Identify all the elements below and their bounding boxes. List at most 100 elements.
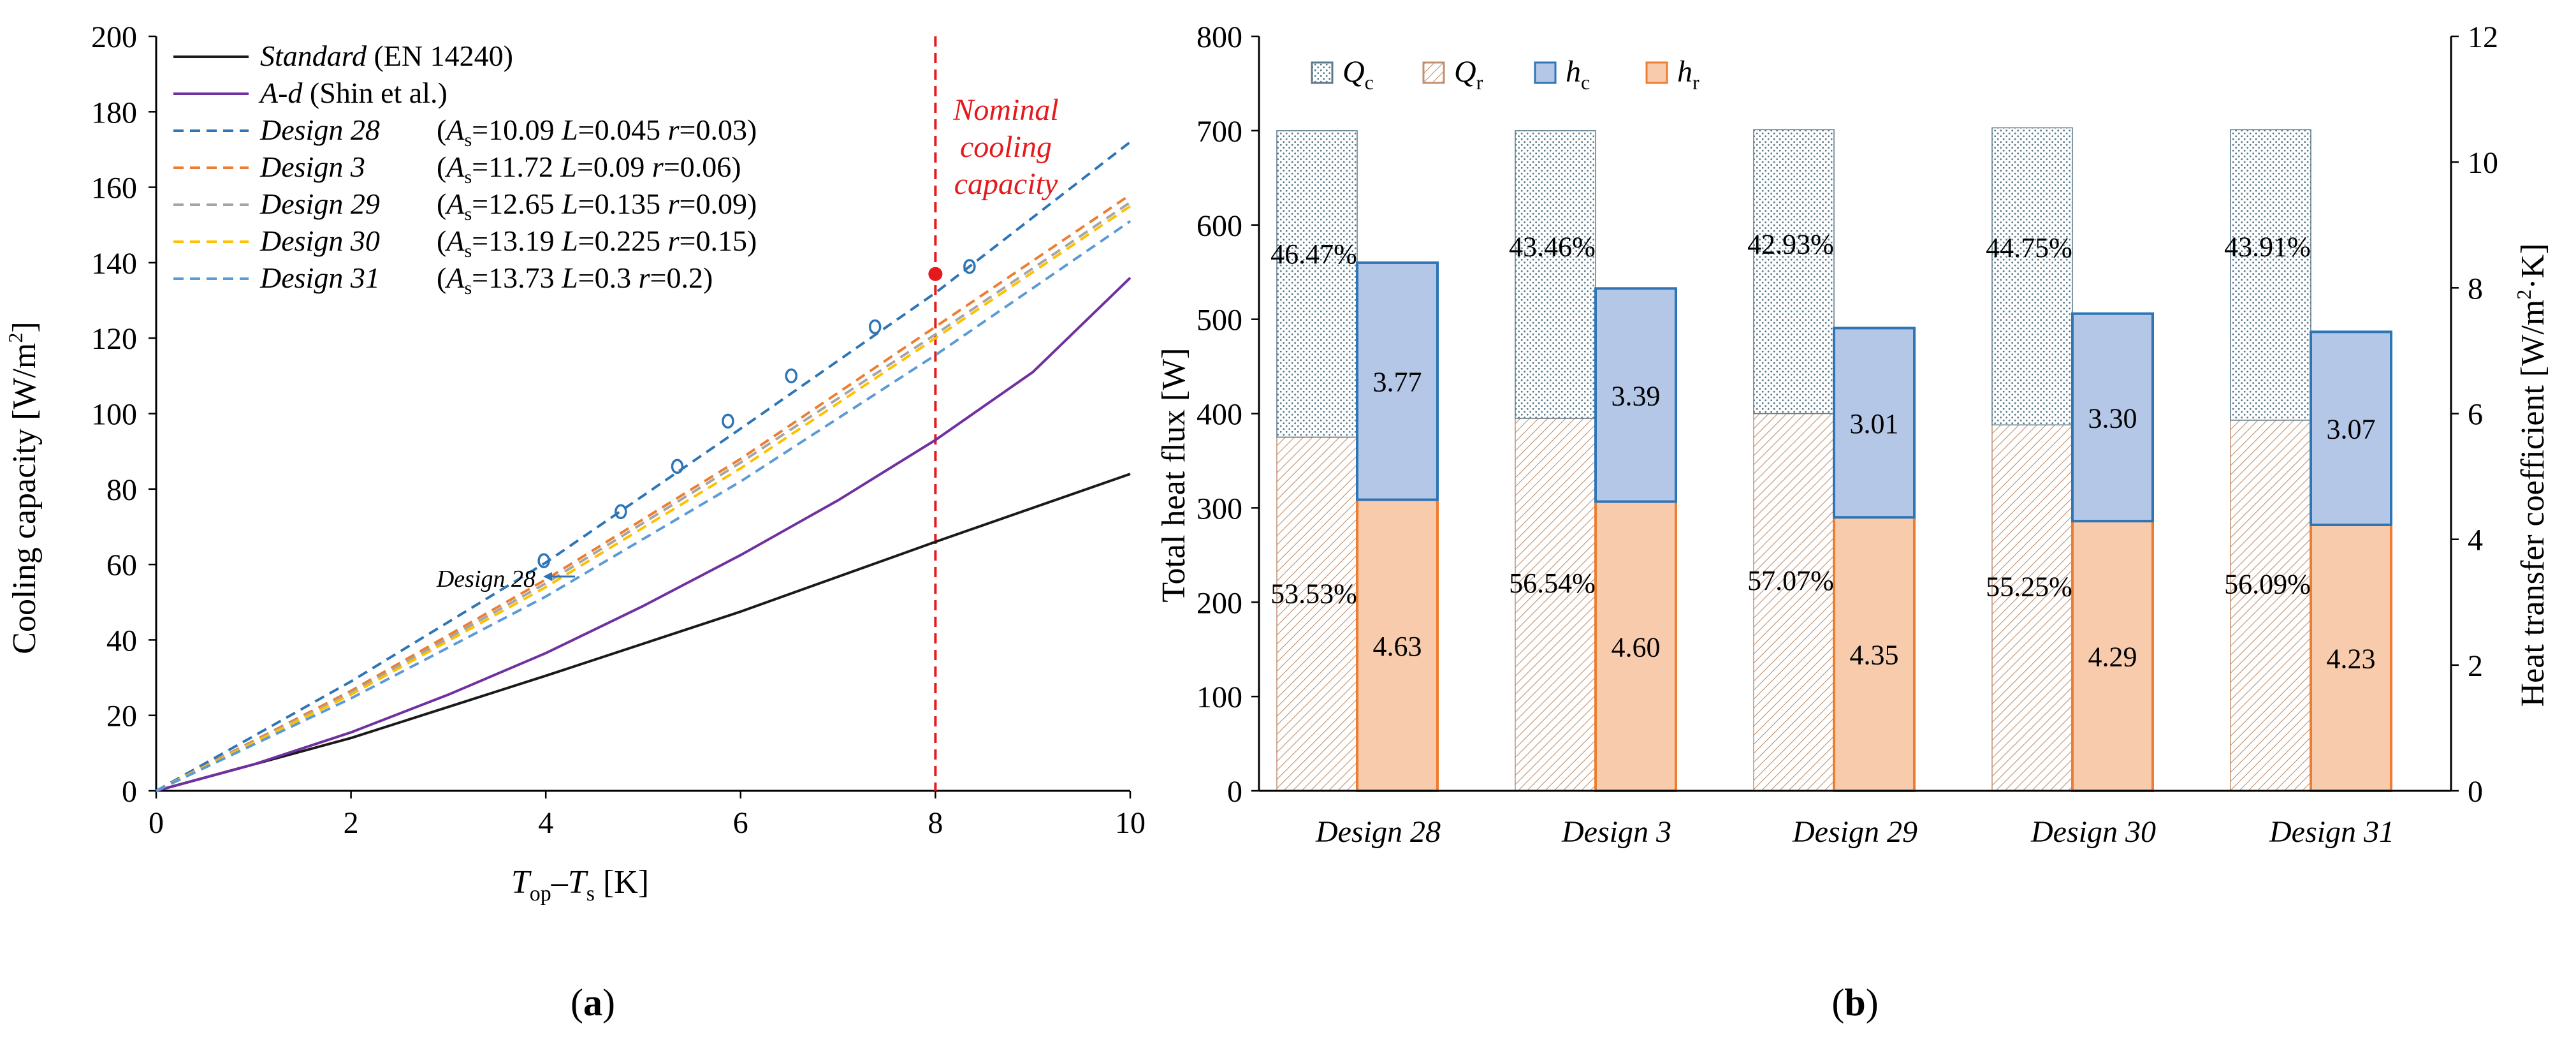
- bar-label-q-c: 46.47%: [1270, 239, 1357, 270]
- y2-tick-label-b: 6: [2468, 398, 2483, 432]
- y2-tick-label-b: 4: [2468, 524, 2483, 557]
- design-28-marker: [671, 459, 684, 474]
- y-tick-label-a: 120: [91, 322, 137, 356]
- y-tick-label-a: 0: [122, 775, 137, 809]
- x-tick-label-a: 2: [344, 806, 359, 840]
- legend-b: Qc Qr hc hr: [1311, 55, 1699, 94]
- y2-tick-label-b: 0: [2468, 775, 2483, 809]
- y2-tick-label-b: 12: [2468, 20, 2498, 54]
- legend-params-design-29: (As=12.65 L=0.135 r=0.09): [437, 188, 757, 224]
- legend-label-q-c: Qc: [1343, 55, 1374, 94]
- panel-label-a: (a): [571, 982, 615, 1024]
- bar-h-c: [2310, 330, 2392, 526]
- x-tick-label-a: 4: [538, 806, 553, 840]
- bar-q-r: [1991, 424, 2073, 791]
- y-tick-label-a: 60: [106, 548, 137, 582]
- panel-label-b: (b): [1831, 982, 1878, 1024]
- y-tick-label-b: 200: [1197, 586, 1242, 620]
- x-tick-label-a: 8: [928, 806, 943, 840]
- bar-label-q-r: 55.25%: [1986, 571, 2072, 603]
- y-tick-label-a: 140: [91, 247, 137, 281]
- y-tick-label-b: 500: [1197, 304, 1242, 337]
- bar-label-q-c: 44.75%: [1986, 232, 2072, 263]
- bar-q-c: [2230, 129, 2311, 421]
- series-line-design-29: [156, 201, 1132, 792]
- bar-label-h-r: 4.63: [1373, 631, 1422, 662]
- bar-h-c: [1356, 261, 1439, 501]
- y-tick-label-a: 180: [91, 96, 137, 129]
- y2-tick-label-b: 8: [2468, 272, 2483, 305]
- category-label-design-30: Design 30: [2030, 815, 2156, 849]
- design-28-marker: [868, 319, 882, 335]
- bar-label-q-r: 53.53%: [1270, 578, 1357, 609]
- category-labels-b: Design 28 Design 3 Design 29 Design 30 Desig…: [1315, 815, 2394, 849]
- y-tick-label-a: 80: [106, 473, 137, 507]
- y2-tick-label-b: 2: [2468, 649, 2483, 683]
- series-line-design-3: [156, 193, 1132, 792]
- series-group-a: [156, 141, 1132, 792]
- bar-label-q-r: 57.07%: [1747, 565, 1834, 596]
- y-axis-ticks-a: 0 20 40 60 80 100 120 140 160 180 200: [91, 20, 156, 809]
- series-line-design-28: [156, 141, 1132, 792]
- bar-label-h-r: 4.23: [2327, 643, 2376, 674]
- bar-h-r: [2310, 523, 2392, 792]
- design-28-marker: [785, 368, 798, 384]
- legend-label-design-29: Design 29: [259, 188, 380, 220]
- legend-params-design-28: (As=10.09 L=0.045 r=0.03): [437, 114, 757, 151]
- legend-label-a-d: A-d (Shin et al.): [258, 77, 448, 109]
- bar-label-h-c: 3.39: [1612, 380, 1661, 411]
- legend-label-h-c: hc: [1566, 55, 1590, 94]
- legend-swatch-h-r: [1645, 61, 1668, 84]
- y-axis-ticks-b: 0 100 200 300 400 500 600 700 800: [1197, 20, 1259, 809]
- legend-swatch-h-c: [1534, 61, 1557, 84]
- design-28-annotation-arrowhead: [543, 572, 552, 581]
- bar-q-c: [1753, 129, 1835, 415]
- legend-label-h-r: hr: [1677, 55, 1699, 94]
- legend-params-design-3: (As=11.72 L=0.09 r=0.06): [437, 151, 741, 188]
- bar-q-c: [1991, 127, 2073, 425]
- legend-label-design-28: Design 28: [259, 114, 380, 146]
- bar-label-q-c: 43.46%: [1509, 231, 1596, 262]
- nominal-point: [928, 267, 943, 281]
- y-axis-label-b: Total heat flux [W]: [1156, 348, 1192, 602]
- y-tick-label-a: 100: [91, 398, 137, 432]
- category-label-design-3: Design 3: [1561, 815, 1671, 849]
- bar-label-h-c: 3.77: [1373, 367, 1422, 398]
- x-tick-label-a: 10: [1115, 806, 1146, 840]
- bar-group-b: 46.47% 53.53% 3.77 4.63 43.46% 56.54% 3.39 4.60…: [1270, 127, 2392, 792]
- bar-label-q-r: 56.09%: [2224, 569, 2311, 600]
- bar-q-c: [1515, 130, 1596, 419]
- design-28-marker: [722, 413, 734, 429]
- bar-label-h-r: 4.60: [1612, 631, 1661, 663]
- bar-label-q-r: 56.54%: [1509, 568, 1596, 599]
- y-tick-label-a: 200: [91, 20, 137, 54]
- legend-swatch-q-r: [1422, 61, 1445, 84]
- design-28-marker: [615, 504, 627, 520]
- legend-a: Standard (EN 14240) A-d (Shin et al.) Desi…: [173, 40, 757, 298]
- bar-label-q-c: 42.93%: [1747, 228, 1834, 260]
- design-28-marker: [963, 259, 976, 274]
- bar-label-h-c: 3.01: [1850, 408, 1899, 439]
- bar-q-r: [2230, 420, 2311, 791]
- bar-h-r: [1594, 500, 1677, 792]
- legend-params-design-30: (As=13.19 L=0.225 r=0.15): [437, 224, 757, 261]
- legend-label-q-r: Qr: [1454, 55, 1483, 94]
- y2-axis-label-b: Heat transfer coefficient [W/m2·K]: [2512, 244, 2551, 707]
- y-tick-label-b: 0: [1227, 775, 1242, 809]
- legend-label-design-31: Design 31: [259, 261, 380, 294]
- legend-label-standard: Standard (EN 14240): [260, 40, 513, 72]
- bar-label-h-c: 3.30: [2088, 402, 2137, 434]
- category-label-design-31: Design 31: [2269, 815, 2394, 849]
- design-28-marker: [537, 553, 550, 568]
- marker-group-design-28: [537, 259, 976, 568]
- bar-chart-panel-b: 0 100 200 300 400 500 600 700 800 0 2 4 6 8 10 12 46.4…: [1156, 20, 2551, 1024]
- bar-label-q-c: 43.91%: [2224, 232, 2311, 263]
- y-tick-label-b: 700: [1197, 115, 1242, 149]
- bar-q-r: [1753, 413, 1835, 791]
- y2-tick-label-b: 10: [2468, 146, 2498, 180]
- design-28-annotation: Design 28: [436, 566, 535, 592]
- category-label-design-29: Design 29: [1792, 815, 1917, 849]
- series-line-design-30: [156, 205, 1132, 792]
- series-line-standard: [156, 473, 1131, 792]
